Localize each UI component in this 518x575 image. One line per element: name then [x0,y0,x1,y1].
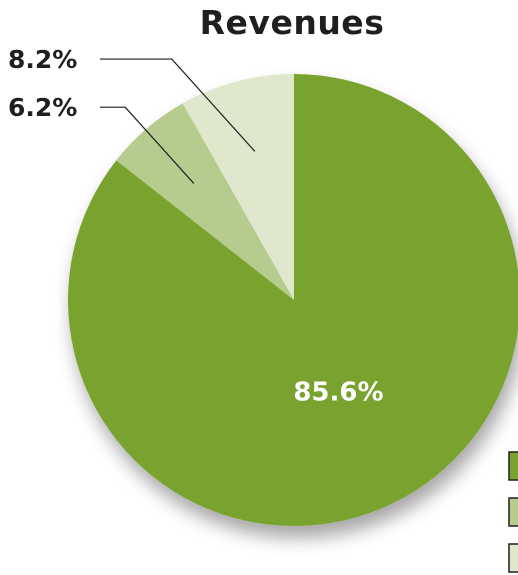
slice-label-3: 8.2% [8,45,77,74]
legend-swatch-2 [508,497,518,527]
pie-slice-3 [182,74,294,300]
pie-slices [68,74,518,526]
slice-label-2: 6.2% [8,93,77,122]
leader-line-2 [100,106,195,184]
legend-swatch-1 [508,451,518,481]
slice-labels: 85.6% 6.2% 8.2% [8,45,384,407]
pie-slice-2 [116,103,294,300]
chart-title: Revenues [199,3,385,42]
legend-swatch-3 [508,543,518,573]
legend [508,451,518,573]
slice-label-1: 85.6% [293,377,383,407]
pie-slice-1 [68,74,518,526]
leader-line-3 [100,58,256,152]
leader-lines [100,58,256,184]
